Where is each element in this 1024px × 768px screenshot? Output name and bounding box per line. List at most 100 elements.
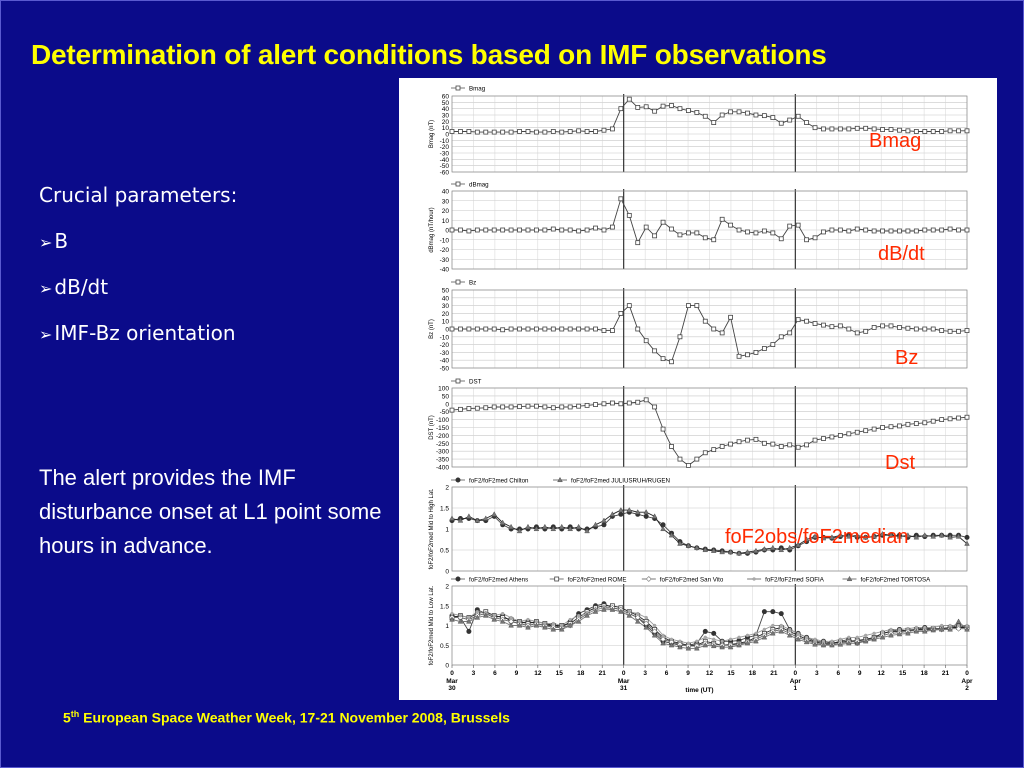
x-tick-label: 6 xyxy=(493,670,497,677)
legend-marker xyxy=(455,181,461,187)
data-point xyxy=(576,613,581,618)
data-point xyxy=(778,120,784,126)
data-point xyxy=(458,406,463,412)
data-point xyxy=(744,548,751,555)
data-point xyxy=(871,426,877,432)
data-point xyxy=(483,227,489,233)
data-point xyxy=(804,318,809,324)
x-tick-label: 0 xyxy=(965,670,969,677)
label-bz: Bz xyxy=(895,347,919,369)
data-point xyxy=(702,642,709,648)
data-point xyxy=(947,128,953,134)
data-point xyxy=(601,522,607,528)
data-point xyxy=(483,326,489,332)
data-point xyxy=(736,109,742,115)
data-point xyxy=(930,627,937,633)
y-tick-label: -300 xyxy=(436,449,449,456)
x-tick-label: 12 xyxy=(706,670,714,677)
data-point xyxy=(593,129,598,134)
data-point xyxy=(660,426,666,432)
data-point xyxy=(795,541,801,548)
data-point xyxy=(761,346,767,351)
data-point xyxy=(551,621,556,626)
data-point xyxy=(846,228,852,234)
x-tick-label: 21 xyxy=(942,670,950,677)
y-tick-label: 10 xyxy=(442,218,450,225)
y-tick-label: 2 xyxy=(445,584,449,591)
data-point xyxy=(525,227,531,233)
data-point xyxy=(812,533,818,539)
data-point xyxy=(500,404,506,410)
data-point xyxy=(921,628,928,634)
data-point xyxy=(753,638,759,644)
y-tick-label: 0.5 xyxy=(440,643,449,650)
data-point xyxy=(491,511,498,517)
data-point xyxy=(576,128,582,134)
data-point xyxy=(837,641,844,647)
data-point xyxy=(889,627,893,632)
data-point xyxy=(702,318,708,324)
data-point xyxy=(466,406,472,411)
data-point xyxy=(677,106,683,112)
data-point xyxy=(720,639,724,643)
y-tick-label: -40 xyxy=(440,157,450,164)
data-point xyxy=(863,428,869,434)
legend-entry: foF2/foF2med Chilton xyxy=(469,478,529,485)
data-point xyxy=(685,108,691,113)
y-axis-label: Bmag (nT) xyxy=(429,120,435,148)
data-point xyxy=(964,414,970,420)
y-tick-label: -100 xyxy=(436,417,449,424)
data-point xyxy=(761,228,767,234)
data-point xyxy=(710,547,717,553)
slide-title: Determination of alert conditions based … xyxy=(31,39,827,70)
y-tick-label: 20 xyxy=(442,119,450,126)
data-point xyxy=(643,338,649,344)
data-point xyxy=(491,129,497,135)
data-point xyxy=(601,401,607,407)
y-tick-label: -150 xyxy=(436,425,449,432)
y-tick-label: 30 xyxy=(442,198,450,205)
data-point xyxy=(550,129,556,134)
y-tick-label: 0 xyxy=(445,132,449,139)
data-point xyxy=(508,129,514,135)
data-point xyxy=(635,399,641,405)
data-point xyxy=(567,622,574,628)
y-tick-label: -10 xyxy=(440,138,450,145)
data-point xyxy=(517,404,522,410)
data-point xyxy=(913,534,920,540)
y-tick-label: 50 xyxy=(442,100,450,107)
data-point xyxy=(770,115,776,120)
y-tick-label: -40 xyxy=(440,267,450,274)
x-tick-label: 0 xyxy=(450,670,454,677)
data-point xyxy=(854,226,860,232)
data-point xyxy=(610,126,615,132)
data-point xyxy=(483,129,489,135)
y-tick-label: 0 xyxy=(445,569,449,576)
data-point xyxy=(678,639,682,643)
data-point xyxy=(575,523,582,529)
data-point xyxy=(753,547,759,553)
data-point xyxy=(753,349,759,355)
data-point xyxy=(643,104,649,110)
data-point xyxy=(592,608,599,614)
label-dst: Dst xyxy=(885,452,915,474)
y-tick-label: -30 xyxy=(440,257,450,264)
data-point xyxy=(719,216,725,222)
data-point xyxy=(643,397,649,403)
data-point xyxy=(449,407,455,413)
y-tick-label: 10 xyxy=(442,125,450,132)
data-point xyxy=(668,532,675,538)
data-point xyxy=(913,129,919,134)
y-axis-label: Bz (nT) xyxy=(429,319,435,339)
data-point xyxy=(913,628,920,634)
data-point xyxy=(897,325,902,330)
data-point xyxy=(703,635,707,640)
data-point xyxy=(618,511,624,517)
data-point xyxy=(466,228,472,234)
data-point xyxy=(837,126,843,132)
data-point xyxy=(745,229,750,235)
data-point xyxy=(568,617,572,622)
y-tick-label: 1.5 xyxy=(440,506,449,513)
data-point xyxy=(626,612,633,618)
data-point xyxy=(813,637,817,642)
